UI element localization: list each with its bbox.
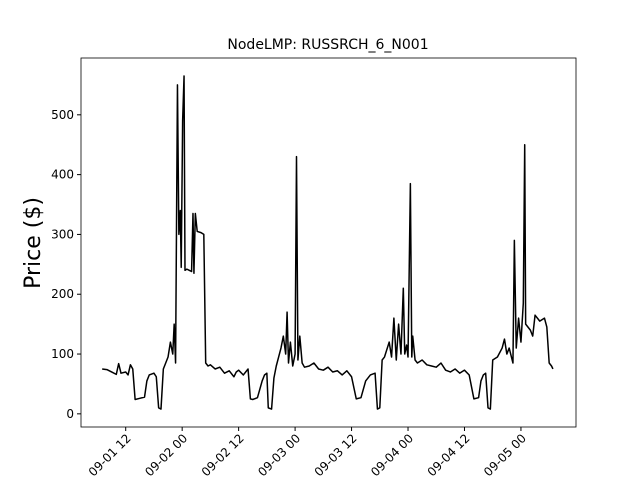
y-axis-label: Price ($) xyxy=(21,197,46,289)
x-tick-label: 09-03 12 xyxy=(312,431,360,479)
x-tick-label: 09-02 12 xyxy=(199,431,247,479)
x-tick-label: 09-04 12 xyxy=(425,431,473,479)
y-tick-label: 100 xyxy=(51,347,74,361)
chart-title: NodeLMP: RUSSRCH_6_N001 xyxy=(227,37,428,53)
x-tick-label: 09-04 00 xyxy=(368,431,416,479)
y-tick-label: 400 xyxy=(51,168,74,182)
x-tick-label: 09-05 00 xyxy=(481,431,529,479)
y-tick-label: 300 xyxy=(51,227,74,241)
price-line xyxy=(102,75,554,410)
x-tick-label: 09-03 00 xyxy=(255,431,303,479)
x-tick-label: 09-01 12 xyxy=(86,431,134,479)
y-tick-label: 500 xyxy=(51,108,74,122)
plot-frame xyxy=(80,57,577,428)
y-tick-label: 0 xyxy=(66,407,74,421)
y-tick-label: 200 xyxy=(51,287,74,301)
x-tick-label: 09-02 00 xyxy=(142,431,190,479)
